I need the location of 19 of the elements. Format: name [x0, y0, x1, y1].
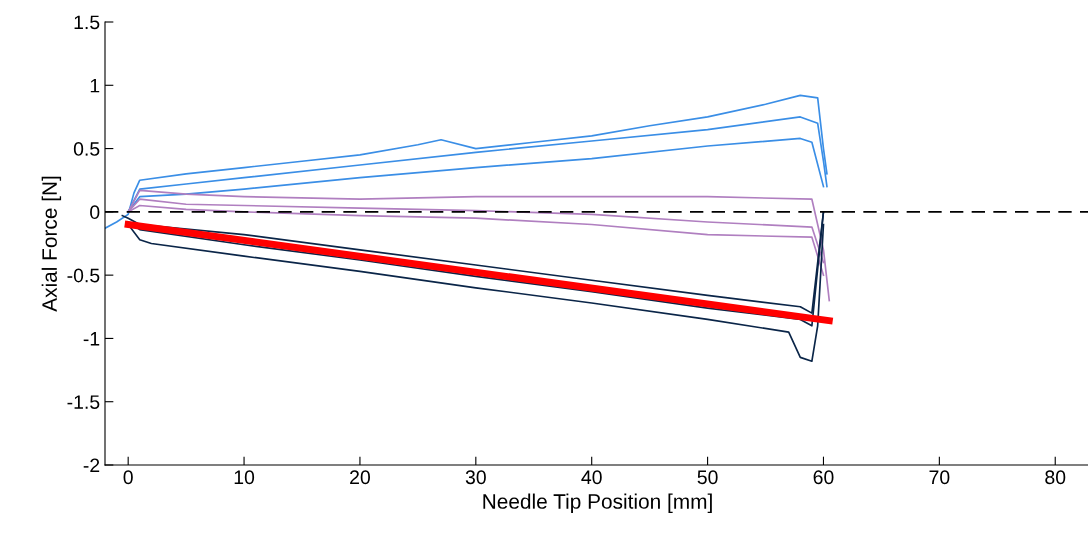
- y-tick-label: -2: [83, 458, 100, 473]
- x-tick-label: 20: [350, 470, 370, 485]
- y-tick-label: 0: [90, 205, 100, 220]
- y-tick-label: -1: [83, 332, 100, 346]
- x-tick-label: 30: [465, 470, 486, 485]
- x-tick-label: 50: [697, 470, 718, 485]
- y-tick-label: 1.5: [74, 15, 100, 30]
- y-tick-label: -1.5: [67, 395, 100, 409]
- x-axis-title: Needle Tip Position [mm]: [483, 493, 712, 513]
- x-tick-label: 0: [123, 470, 133, 485]
- x-tick-label: 70: [929, 470, 950, 485]
- x-tick-label: 80: [1045, 470, 1066, 485]
- y-axis-title: Axial Force [N]: [41, 176, 62, 312]
- x-tick-label: 10: [234, 470, 255, 485]
- y-tick-label: 0.5: [73, 142, 100, 156]
- x-tick-label: 40: [581, 470, 602, 485]
- x-tick-label: 60: [813, 470, 834, 485]
- y-tick-label: 1: [90, 78, 100, 93]
- y-tick-label: -0.5: [67, 268, 100, 283]
